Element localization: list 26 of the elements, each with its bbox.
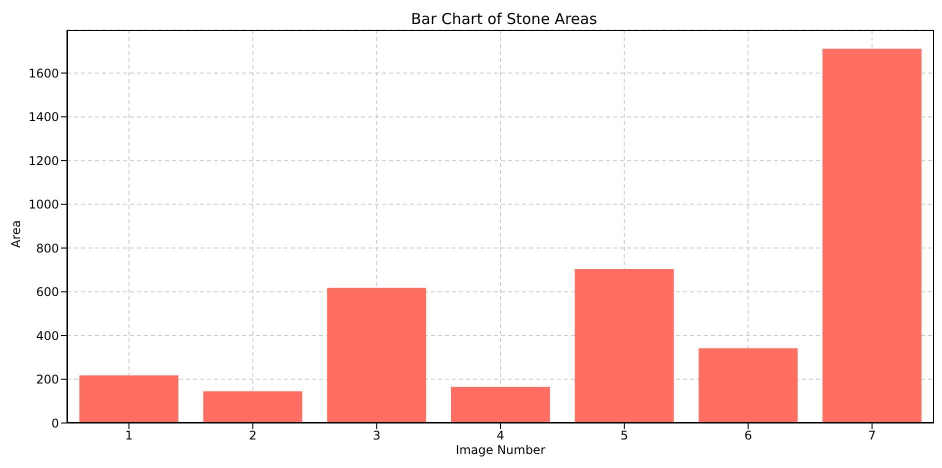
y-tick-label: 200 [36,372,59,387]
y-tick-label: 1600 [28,66,59,80]
y-tick-label: 400 [36,328,59,343]
bar [822,48,922,423]
y-tick-label: 600 [36,285,59,300]
x-tick-label: 6 [744,428,752,443]
y-tick-label: 0 [51,416,59,430]
bar [79,375,178,423]
y-tick-label: 1200 [28,154,59,168]
y-tick-label: 1000 [28,198,59,212]
x-tick-label: 2 [248,428,257,443]
x-axis-title: Image Number [454,442,546,458]
x-tick-label: 1 [125,428,133,443]
x-tick-label: 7 [868,428,876,443]
bar [203,391,302,423]
x-tick-label: 4 [496,428,504,443]
bar [574,269,674,423]
y-tick-label: 800 [36,241,59,256]
y-axis-title: Area [8,220,24,248]
chart-title: Bar Chart of Stone Areas [410,10,598,28]
x-tick-label: 5 [620,428,628,443]
x-tick-label: 3 [372,428,380,443]
y-tick-label: 1400 [28,110,59,124]
bar [450,386,550,423]
bar [327,288,426,423]
bar [698,348,798,423]
